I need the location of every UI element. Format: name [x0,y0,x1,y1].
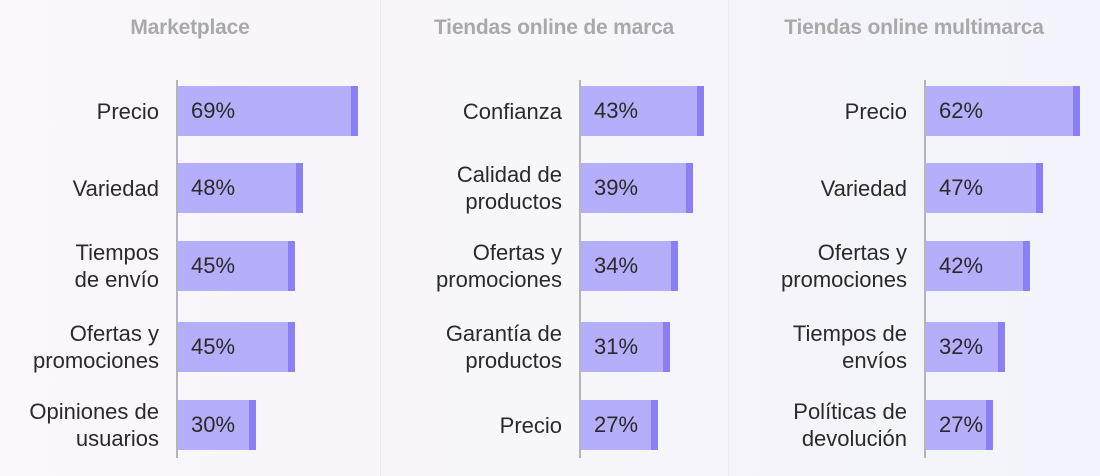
bar-cap [663,322,670,372]
category-label: Variedad [820,175,907,201]
bar [178,241,295,291]
category-label: Tiempos de envío [74,240,159,292]
category-label: Calidad de productos [456,162,562,214]
category-label: Precio [96,98,159,124]
category-label: Precio [499,412,562,438]
chart-title: Marketplace [130,16,250,39]
value-label: 27% [594,412,639,437]
bar-cap [288,241,295,291]
panel-divider [728,0,729,476]
bar-cap [1036,163,1043,213]
bar [178,400,256,450]
bar [926,241,1030,291]
category-label: Variedad [72,175,159,201]
y-axis-line [924,80,926,458]
bar [581,86,704,136]
bar-cap [1023,241,1030,291]
bar [926,322,1005,372]
category-label: Tiempos de envíos [792,321,907,373]
bar-cap [686,163,693,213]
category-label: Políticas de devolución [793,399,907,451]
panel-divider [380,0,381,476]
chart-title: Tiendas online de marca [433,16,675,39]
bar-cap [697,86,704,136]
bar [178,163,303,213]
bar [178,86,358,136]
value-label: 30% [191,412,236,437]
chart-panel-tiendas-marca: Tiendas online de marca Confianza 43% Calid… [380,0,728,476]
bar-cap [249,400,256,450]
category-label: Ofertas y promociones [33,321,159,373]
bar [926,86,1080,136]
value-label: 43% [594,98,639,123]
value-label: 62% [939,98,984,123]
bar [581,400,658,450]
bar-cap [1073,86,1080,136]
value-label: 45% [191,334,236,359]
value-label: 32% [939,334,984,359]
category-label: Ofertas y promociones [436,240,562,292]
value-label: 69% [191,98,236,123]
bar-cap [651,400,658,450]
bar [178,322,295,372]
value-label: 45% [191,253,236,278]
y-axis-line [176,80,178,458]
bar [581,241,678,291]
bar-cap [986,400,993,450]
category-label: Precio [844,98,907,124]
value-label: 47% [939,175,984,200]
bar [581,163,693,213]
chart-panel-marketplace: Marketplace Precio 69% Variedad 48% Tiempos d… [0,0,380,476]
chart-title: Tiendas online multimarca [784,16,1044,39]
value-label: 31% [594,334,639,359]
category-label: Garantía de productos [445,321,562,373]
value-label: 34% [594,253,639,278]
bar-cap [351,86,358,136]
value-label: 42% [939,253,984,278]
bar-cap [671,241,678,291]
value-label: 48% [191,175,236,200]
value-label: 39% [594,175,639,200]
category-label: Confianza [462,98,562,124]
bar [581,322,670,372]
value-label: 27% [939,412,984,437]
bar [926,163,1043,213]
category-label: Opiniones de usuarios [29,399,159,451]
chart-panel-tiendas-multimarca: Tiendas online multimarca Precio 62% Varied… [728,0,1100,476]
bar-cap [296,163,303,213]
bar [926,400,993,450]
bar-cap [998,322,1005,372]
bar-cap [288,322,295,372]
y-axis-line [579,80,581,458]
category-label: Ofertas y promociones [781,240,907,292]
